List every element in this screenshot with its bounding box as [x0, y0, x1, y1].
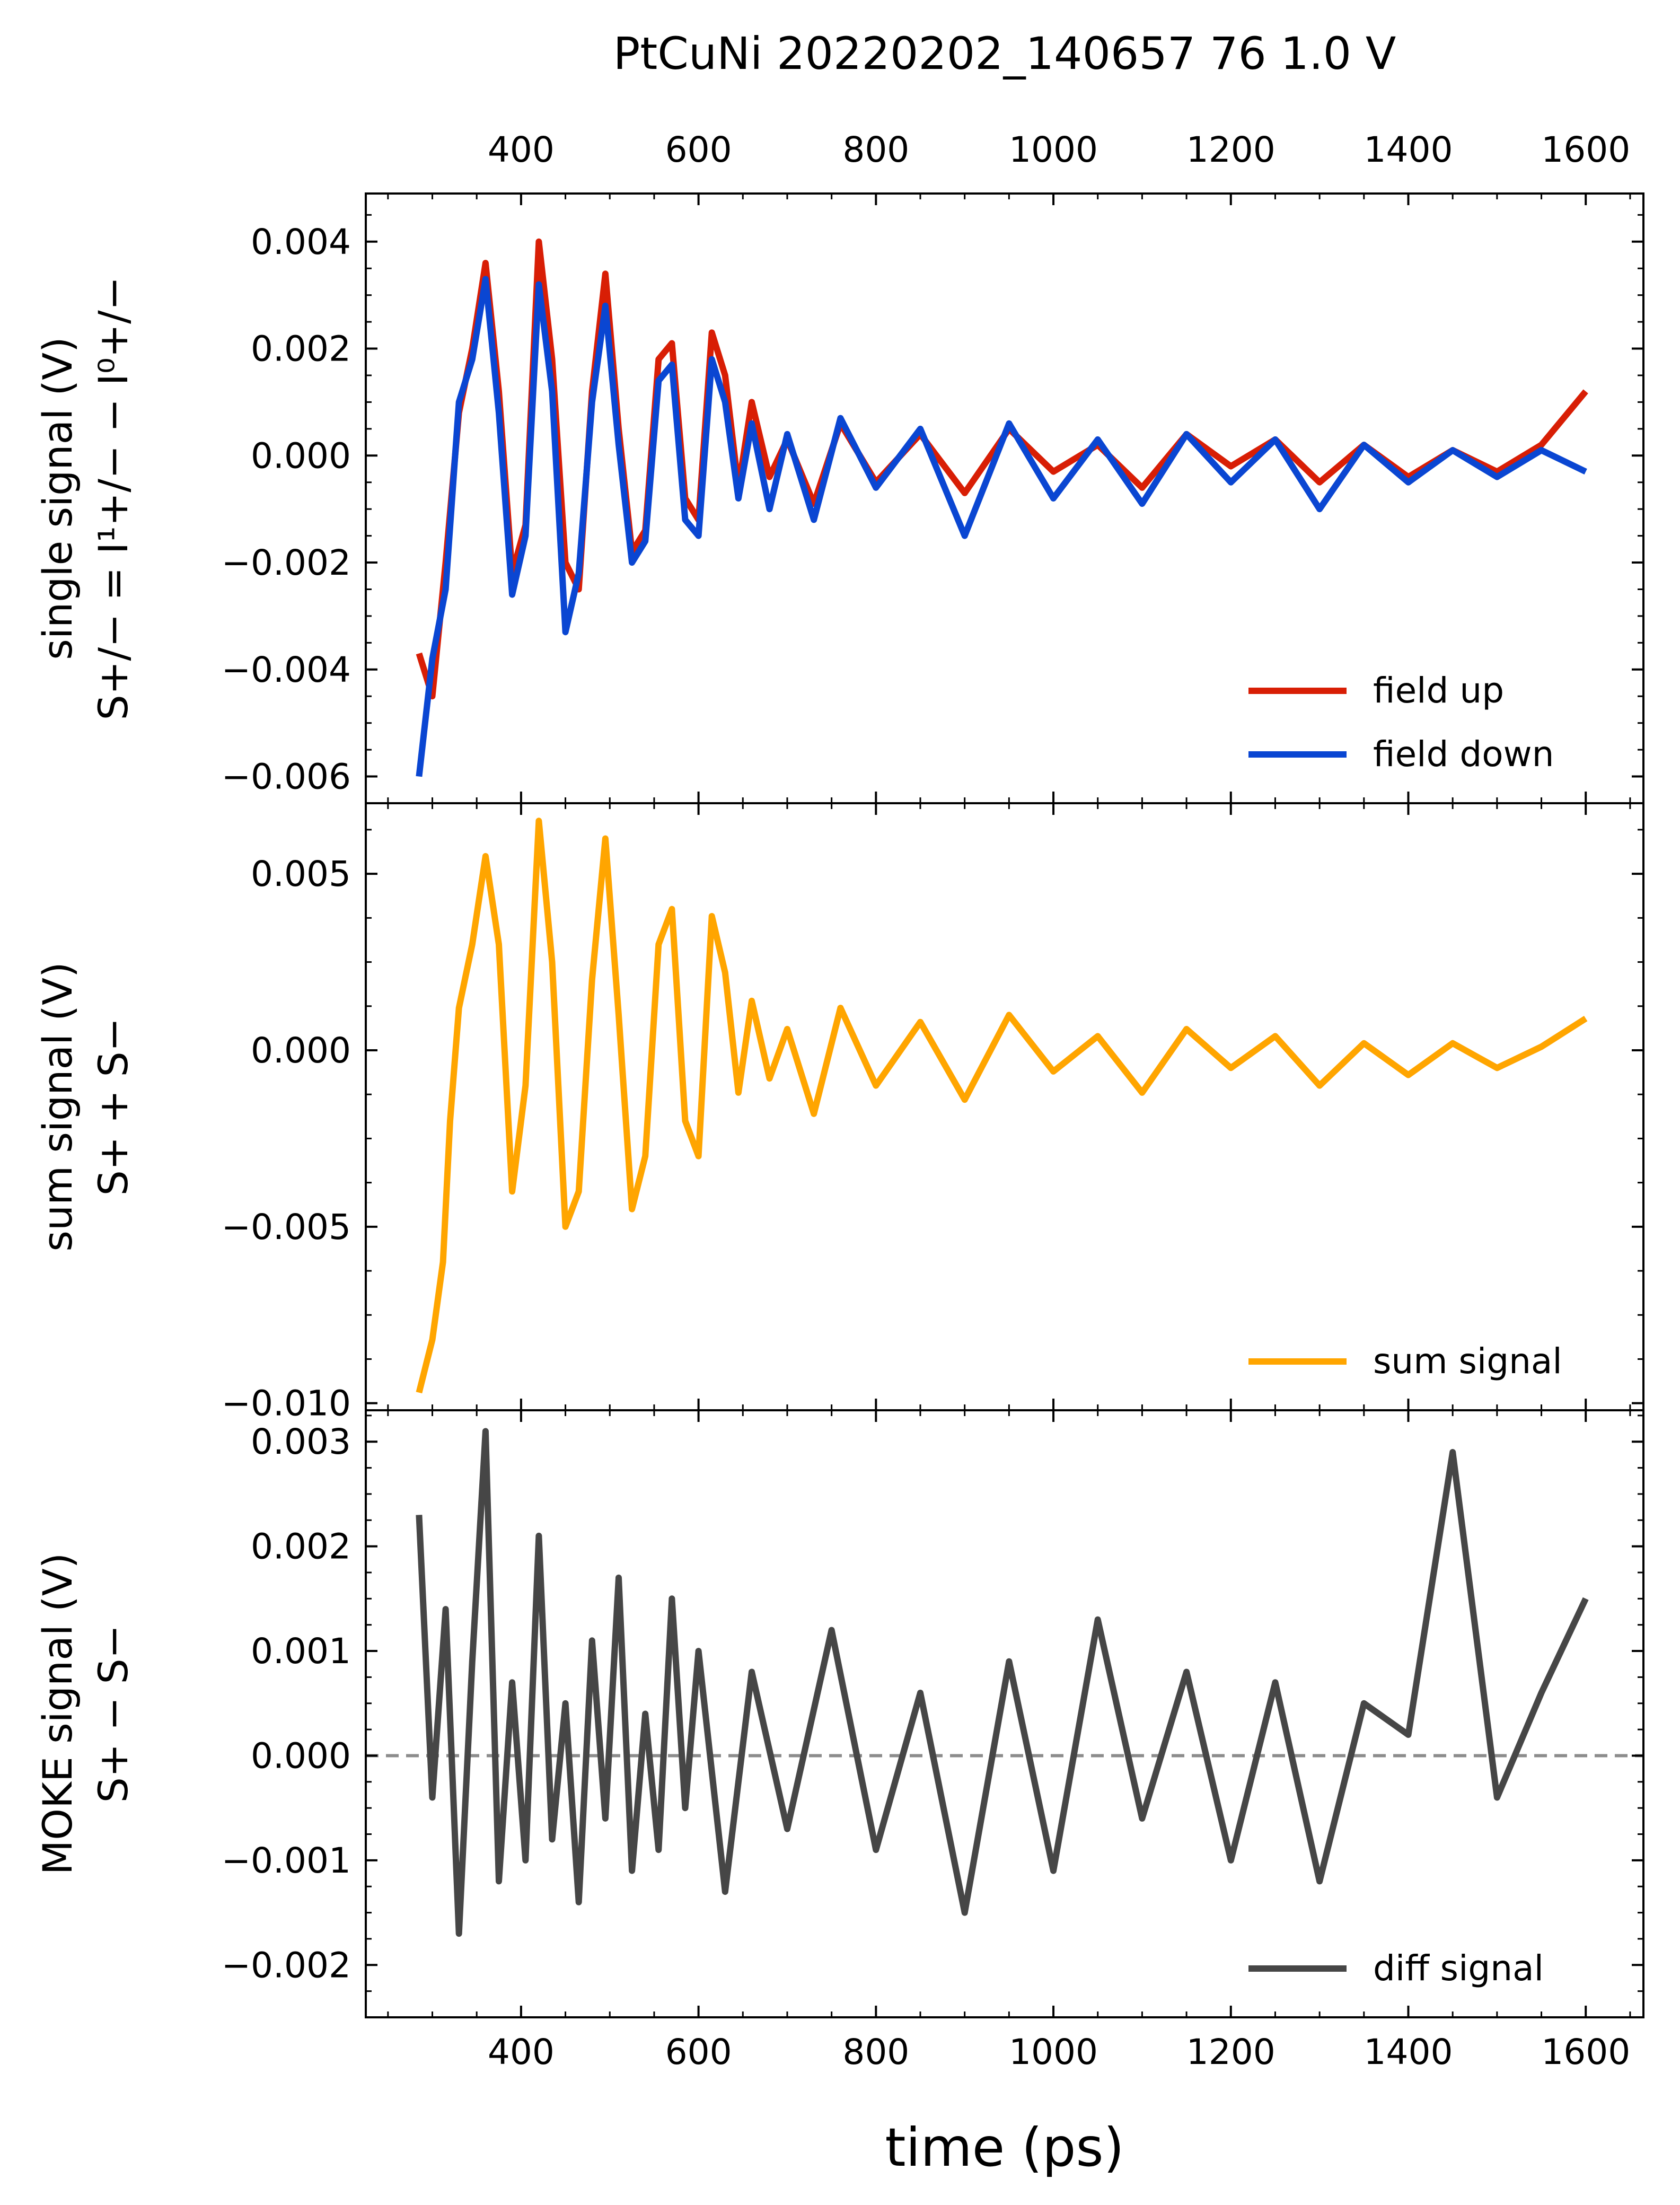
- y-tick-label: 0.000: [251, 1735, 351, 1776]
- y-axis-label: MOKE signal (V): [34, 1553, 81, 1875]
- legend-label: diff signal: [1373, 1948, 1544, 1989]
- y-tick-label: 0.000: [251, 1030, 351, 1071]
- y-axis-sublabel: S+ − S−: [90, 1625, 137, 1803]
- legend-label: sum signal: [1373, 1341, 1562, 1382]
- top-x-tick-label: 1200: [1186, 129, 1276, 170]
- y-tick-label: −0.004: [222, 649, 351, 690]
- series-line-sum-signal: [416, 818, 1588, 1394]
- bottom-x-tick-label: 600: [665, 2032, 732, 2072]
- y-tick-label: −0.005: [222, 1207, 351, 1248]
- y-axis-label: sum signal (V): [34, 962, 81, 1251]
- y-tick-label: 0.001: [251, 1631, 351, 1672]
- y-axis-sublabel: S+/− = I¹+/− − I⁰+/−: [90, 277, 137, 721]
- legend-label: field down: [1373, 734, 1554, 775]
- bottom-x-tick-label: 1000: [1009, 2032, 1098, 2072]
- panels: −0.006 −0.004 −0.002 0.000 0.002 0.004 single …: [34, 192, 1644, 2018]
- top-x-tick-label: 600: [665, 129, 732, 170]
- y-axis-label: single signal (V): [34, 337, 81, 660]
- panel-single: −0.006 −0.004 −0.002 0.000 0.002 0.004 single …: [34, 192, 1644, 804]
- bottom-x-axis: 400 600 800 1000 1200 1400 1600: [488, 2032, 1630, 2072]
- y-tick-label: 0.002: [251, 329, 351, 370]
- top-x-tick-label: 1000: [1009, 129, 1098, 170]
- bottom-x-tick-label: 400: [488, 2032, 555, 2072]
- y-tick-label: 0.005: [251, 854, 351, 894]
- bottom-x-tick-label: 1400: [1364, 2032, 1453, 2072]
- y-tick-label: −0.001: [222, 1840, 351, 1881]
- figure-title: PtCuNi 20220202_140657 76 1.0 V: [613, 28, 1396, 80]
- y-tick-label: 0.000: [251, 435, 351, 476]
- bottom-x-tick-label: 1200: [1186, 2032, 1276, 2072]
- top-x-tick-label: 800: [842, 129, 909, 170]
- y-tick-label: 0.004: [251, 222, 351, 262]
- top-x-axis: 400 600 800 1000 1200 1400 1600: [488, 129, 1630, 170]
- top-x-tick-label: 400: [488, 129, 555, 170]
- top-x-tick-label: 1600: [1541, 129, 1630, 170]
- series-line-field-down: [416, 276, 1587, 777]
- y-tick-label: −0.002: [222, 1945, 351, 1986]
- bottom-x-tick-label: 800: [842, 2032, 909, 2072]
- x-axis-label: time (ps): [885, 2116, 1124, 2178]
- y-axis-sublabel: S+ + S−: [90, 1018, 137, 1196]
- legend-label: field up: [1373, 670, 1504, 711]
- y-tick-label: −0.002: [222, 542, 351, 583]
- y-tick-label: −0.006: [222, 757, 351, 797]
- y-tick-label: 0.002: [251, 1526, 351, 1567]
- top-x-tick-label: 1400: [1364, 129, 1453, 170]
- series-line-diff-signal: [416, 1428, 1589, 1937]
- panel-diff: −0.002 −0.001 0.000 0.001 0.002 0.003 MOKE sig…: [34, 1409, 1644, 2018]
- bottom-x-tick-label: 1600: [1541, 2032, 1630, 2072]
- y-tick-label: −0.010: [222, 1383, 351, 1424]
- panel-frame: [365, 1409, 1644, 2018]
- y-tick-label: 0.003: [251, 1421, 351, 1462]
